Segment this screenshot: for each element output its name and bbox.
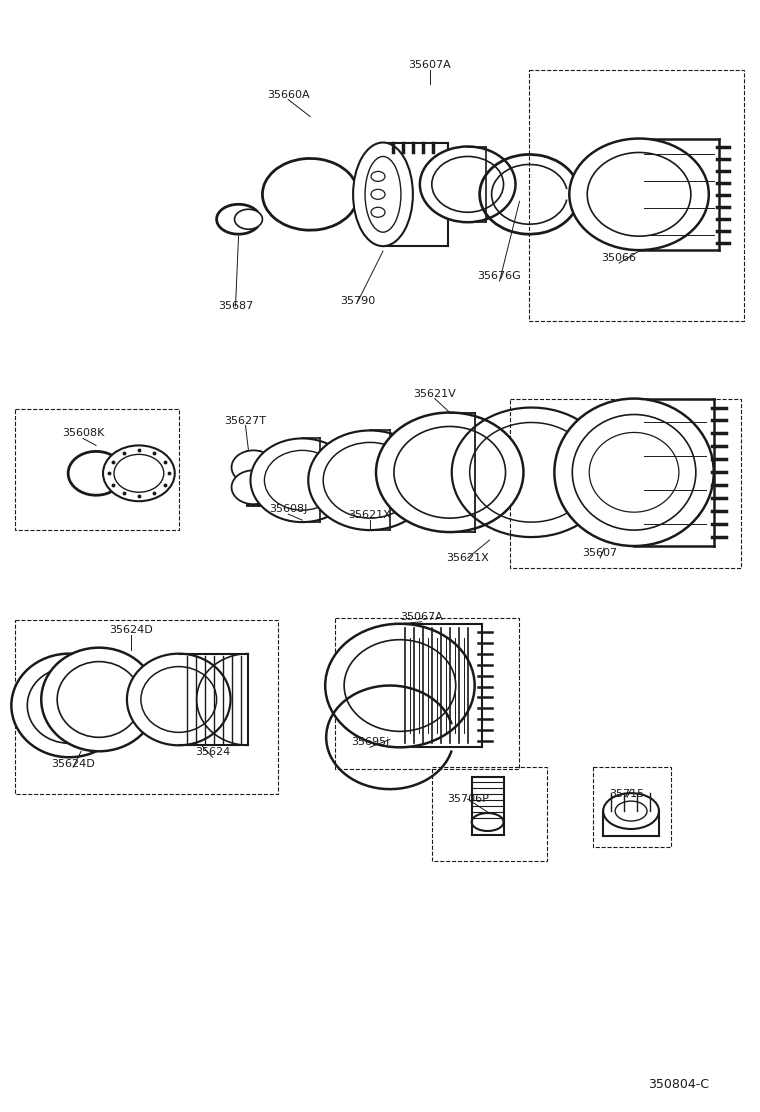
Text: 35676G: 35676G: [478, 271, 521, 281]
Ellipse shape: [371, 189, 385, 199]
Ellipse shape: [353, 142, 413, 246]
Text: 35608J: 35608J: [269, 504, 308, 514]
Bar: [509, 398, 741, 568]
Text: 35687: 35687: [218, 301, 253, 311]
Ellipse shape: [615, 801, 647, 821]
Text: 35715: 35715: [610, 790, 644, 800]
Ellipse shape: [587, 152, 691, 236]
Ellipse shape: [394, 427, 505, 518]
Text: 35607A: 35607A: [408, 60, 451, 70]
Text: 35624D: 35624D: [51, 759, 95, 770]
Ellipse shape: [141, 666, 217, 733]
Text: 35624: 35624: [195, 747, 230, 757]
Bar: [335, 618, 520, 770]
Ellipse shape: [127, 654, 230, 745]
Text: 35608K: 35608K: [62, 428, 104, 438]
Ellipse shape: [264, 450, 340, 510]
Ellipse shape: [371, 171, 385, 181]
Text: 350804-C: 350804-C: [648, 1079, 709, 1091]
Text: 35607: 35607: [583, 548, 618, 558]
Ellipse shape: [572, 415, 696, 530]
Ellipse shape: [11, 654, 127, 757]
Text: 35660A: 35660A: [267, 90, 309, 100]
Text: 35621X: 35621X: [446, 553, 489, 563]
Ellipse shape: [251, 438, 354, 523]
Text: 35621V: 35621V: [413, 388, 456, 398]
Ellipse shape: [323, 443, 417, 518]
Bar: [15, 619, 278, 794]
Bar: [594, 767, 671, 847]
Ellipse shape: [603, 793, 659, 830]
Ellipse shape: [57, 662, 141, 737]
Ellipse shape: [554, 398, 714, 546]
Ellipse shape: [472, 813, 504, 831]
Ellipse shape: [27, 667, 111, 743]
Ellipse shape: [235, 209, 262, 229]
Ellipse shape: [432, 157, 504, 212]
Text: 35695i: 35695i: [351, 737, 389, 747]
Text: 35790: 35790: [340, 296, 375, 306]
Ellipse shape: [365, 157, 401, 232]
Ellipse shape: [232, 470, 275, 504]
Ellipse shape: [371, 207, 385, 217]
Bar: [530, 70, 744, 321]
Ellipse shape: [420, 147, 515, 222]
Text: 35067A: 35067A: [401, 612, 443, 622]
Ellipse shape: [114, 455, 164, 493]
Text: 35627T: 35627T: [224, 416, 267, 426]
Ellipse shape: [325, 624, 475, 747]
Ellipse shape: [344, 639, 456, 732]
Text: 35624D: 35624D: [109, 625, 153, 635]
Ellipse shape: [103, 446, 175, 502]
Ellipse shape: [41, 647, 157, 752]
Ellipse shape: [376, 413, 524, 532]
Bar: [432, 767, 547, 861]
Text: 35706P: 35706P: [447, 794, 489, 804]
Bar: [15, 408, 179, 530]
Text: 35066: 35066: [602, 254, 637, 264]
Ellipse shape: [309, 430, 432, 530]
Text: 35621X: 35621X: [349, 510, 391, 520]
Ellipse shape: [589, 433, 679, 513]
Ellipse shape: [232, 450, 275, 484]
Ellipse shape: [569, 139, 709, 250]
